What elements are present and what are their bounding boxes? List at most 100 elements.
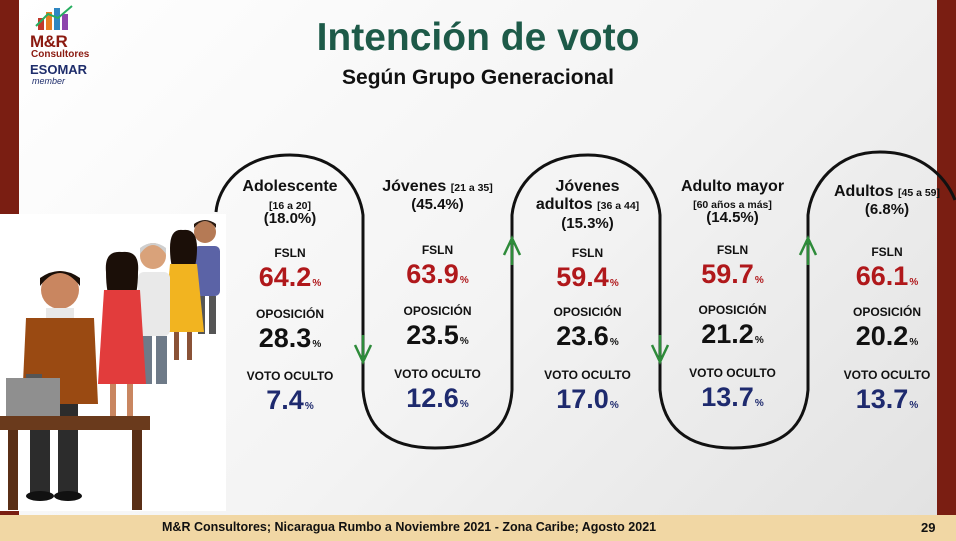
group-column-adultos: Adultos [45 a 59] (6.8%) FSLN 66.1% OPOS… (818, 0, 956, 515)
oculto-number: 17.0 (556, 384, 609, 414)
fsln-number: 63.9 (406, 259, 459, 289)
oposicion-label: OPOSICIÓN (553, 305, 622, 319)
percent-unit: % (312, 339, 322, 350)
group-share: (14.5%) (706, 209, 759, 226)
oposicion-value: 23.5% (370, 320, 505, 357)
up-arrow-icon (798, 235, 818, 256)
fsln-value: 59.7% (665, 259, 800, 296)
group-name: Adolescente (242, 178, 338, 195)
group-range: [60 años a más] (693, 199, 772, 211)
fsln-value: 64.2% (225, 262, 355, 299)
right-accent-bar (937, 0, 956, 541)
oculto-label: VOTO OCULTO (843, 368, 931, 382)
oculto-value: 17.0% (520, 384, 655, 421)
voters-illustration (0, 214, 226, 511)
group-column-adolescente: Adolescente [16 a 20] (18.0%) FSLN 64.2%… (225, 0, 355, 515)
oposicion-number: 28.3 (258, 323, 312, 353)
chart-title: Intención de voto (316, 16, 640, 59)
oculto-number: 12.6 (406, 383, 459, 413)
group-range: [21 a 35] (450, 182, 493, 194)
oculto-number: 13.7 (701, 382, 754, 412)
percent-unit: % (609, 278, 619, 289)
percent-unit: % (459, 275, 469, 286)
oculto-value: 13.7% (665, 382, 800, 419)
group-name: Adulto mayor (680, 178, 785, 195)
group-column-adulto-mayor: Adulto mayor [60 años a más] (14.5%) FSL… (665, 0, 800, 515)
fsln-label: FSLN (421, 243, 454, 257)
fsln-label: FSLN (571, 246, 604, 260)
oculto-value: 13.7% (818, 384, 956, 421)
oculto-number: 13.7 (855, 384, 909, 414)
flow-line (214, 150, 956, 450)
oculto-value: 12.6% (370, 383, 505, 420)
chart-subtitle: Según Grupo Generacional (342, 66, 614, 89)
oculto-label: VOTO OCULTO (394, 367, 481, 381)
fsln-value: 59.4% (520, 262, 655, 299)
fsln-number: 59.7 (701, 259, 754, 289)
oculto-label: VOTO OCULTO (246, 369, 334, 383)
group-name: Adultos (833, 183, 894, 200)
fsln-number: 64.2 (258, 262, 312, 292)
group-range: [36 a 44] (597, 200, 640, 212)
oculto-label: VOTO OCULTO (544, 368, 631, 382)
voters-queue-icon (0, 220, 220, 510)
down-arrow-icon (650, 344, 670, 365)
oculto-number: 7.4 (266, 385, 304, 415)
group-share: (6.8%) (864, 201, 910, 218)
percent-unit: % (459, 399, 469, 410)
oposicion-number: 23.6 (556, 321, 609, 351)
percent-unit: % (909, 337, 919, 348)
group-range: [16 a 20] (268, 200, 312, 212)
up-arrow-icon (502, 235, 522, 256)
fsln-number: 59.4 (556, 262, 609, 292)
flow-connector (214, 150, 956, 450)
group-share: (18.0%) (263, 210, 317, 227)
percent-unit: % (909, 277, 919, 288)
percent-unit: % (909, 400, 919, 411)
group-name-2: adultos (535, 196, 593, 213)
group-name-with-range: Adultos [45 a 59] (818, 183, 956, 202)
group-column-jovenes-adultos: Jóvenes adultos [36 a 44] (15.3%) FSLN 5… (520, 0, 655, 515)
oculto-label: VOTO OCULTO (689, 366, 776, 380)
footer-source: M&R Consultores; Nicaragua Rumbo a Novie… (162, 520, 657, 534)
group-share: (45.4%) (411, 196, 464, 213)
oculto-value: 7.4% (225, 385, 355, 422)
footer-bar (0, 515, 956, 541)
company-logo: M&R Consultores ESOMAR member (24, 2, 94, 92)
page-number: 29 (921, 520, 936, 535)
oposicion-number: 23.5 (406, 320, 459, 350)
logo-partner-note: member (32, 76, 66, 86)
group-name-with-range: Jóvenes [21 a 35] (370, 178, 505, 197)
oposicion-label: OPOSICIÓN (403, 304, 472, 318)
logo-chart-icon (35, 5, 73, 30)
oposicion-label: OPOSICIÓN (698, 303, 767, 317)
logo-sub: Consultores (31, 49, 90, 60)
group-range: [45 a 59] (897, 187, 941, 199)
logo-partner: ESOMAR (30, 62, 88, 77)
group-name: Jóvenes (382, 178, 447, 195)
oposicion-number: 20.2 (855, 321, 909, 351)
group-column-jovenes: Jóvenes [21 a 35] (45.4%) FSLN 63.9% OPO… (370, 0, 505, 515)
percent-unit: % (459, 336, 469, 347)
fsln-value: 63.9% (370, 259, 505, 296)
fsln-label: FSLN (871, 245, 903, 259)
percent-unit: % (609, 400, 619, 411)
oposicion-number: 21.2 (701, 319, 754, 349)
fsln-value: 66.1% (818, 261, 956, 298)
group-name: Jóvenes (555, 178, 620, 195)
fsln-label: FSLN (716, 243, 749, 257)
fsln-label: FSLN (274, 246, 306, 260)
oposicion-value: 21.2% (665, 319, 800, 356)
fsln-number: 66.1 (855, 261, 909, 291)
percent-unit: % (754, 335, 764, 346)
group-name-line2: adultos [36 a 44] (520, 196, 655, 215)
percent-unit: % (312, 278, 322, 289)
oposicion-value: 23.6% (520, 321, 655, 358)
oposicion-label: OPOSICIÓN (255, 307, 324, 321)
percent-unit: % (609, 337, 619, 348)
percent-unit: % (754, 398, 764, 409)
oposicion-value: 28.3% (225, 323, 355, 360)
logo-brand: M&R (30, 32, 68, 51)
down-arrow-icon (353, 344, 373, 365)
